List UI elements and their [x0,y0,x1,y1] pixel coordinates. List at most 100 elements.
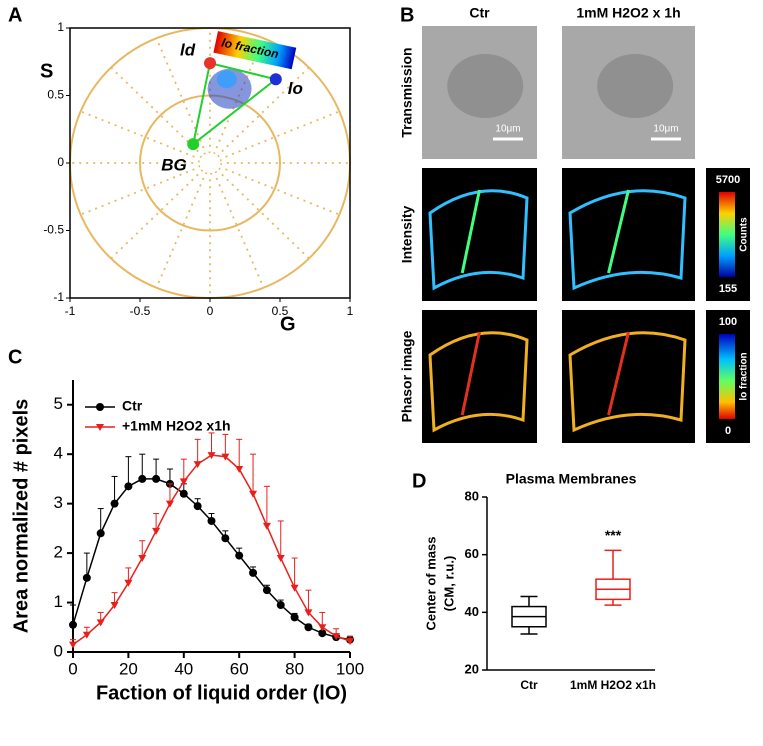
panel-label: B [400,4,414,26]
y-tick-label: 0 [57,155,64,169]
micrograph [562,310,695,443]
marker [165,500,174,508]
point-label: lo [288,79,303,98]
marker [221,534,230,543]
marker [318,629,327,638]
row-label: Intensity [399,206,415,264]
y-axis-label: (CM, r.u.) [441,556,456,612]
marker [193,461,202,469]
marker [318,624,327,632]
column-label: 1mM H2O2 x 1h [576,5,680,21]
colorbar-label: lo fraction [739,352,750,400]
x-tick-label: 0 [68,659,77,678]
marker [249,490,258,498]
x-tick-label: 0.5 [272,304,289,318]
colorbar [719,192,735,277]
radial-line [155,177,205,289]
y-tick-label: 40 [465,604,479,619]
radial-line [80,168,195,216]
x-axis-label: Faction of liquid order (lO) [96,682,347,704]
marker [262,586,271,595]
marker [179,489,188,498]
x-tick-label: -1 [65,304,76,318]
colorbar-max: 100 [719,316,737,328]
marker [249,568,258,577]
marker [124,482,133,491]
marker [69,641,77,649]
phasor-point [269,73,282,86]
radial-line [215,177,265,289]
marker [152,527,161,535]
phasor-segment [192,62,211,145]
marker [124,579,133,587]
y-tick-label: 80 [465,488,479,503]
marker [332,633,341,641]
marker [290,613,299,622]
legend-label: +1mM H2O2 x1h [122,418,231,434]
y-tick-label: 60 [465,546,479,561]
scale-bar-label: 10μm [495,124,520,135]
membrane [607,331,630,416]
x-tick-label: Ctr [520,678,538,692]
marker [82,573,91,582]
marker [207,516,216,525]
radial-line [110,66,199,153]
membrane [428,331,529,433]
marker [304,609,313,617]
x-tick-label: 40 [174,659,193,678]
legend-marker [96,403,104,411]
marker [193,502,202,511]
marker [276,601,285,610]
x-tick-label: 20 [119,659,138,678]
x-tick-label: 1mM H2O2 x1h [570,678,656,692]
column-label: Ctr [469,5,490,21]
radial-line [225,168,340,216]
membrane [460,189,481,274]
marker [110,602,119,610]
marker [304,623,313,632]
phasor-point [187,138,200,151]
colorbar-min: 155 [719,283,737,295]
point-label: ld [180,41,196,60]
phasor-segment [192,78,277,145]
marker [110,499,119,508]
fraction-bar [213,31,297,70]
membrane [460,331,481,416]
y-tick-label: 5 [54,394,63,413]
row-label: Phasor image [399,330,415,422]
marker [152,474,161,483]
row-label: Transmission [399,47,415,137]
marker [235,551,244,560]
colorbar-label: Counts [739,217,750,252]
marker [138,555,147,563]
radial-line [221,173,310,260]
radial-line [110,173,199,260]
marker [96,529,105,538]
pixel-cloud-core [216,70,237,89]
x-tick-label: 100 [336,659,364,678]
radial-line [80,110,195,158]
membrane [607,189,630,274]
x-tick-label: 1 [347,304,354,318]
cell-shadow [597,54,674,118]
legend-marker [96,424,104,431]
y-axis-label: Center of mass [423,537,438,631]
legend-label: Ctr [122,398,143,414]
x-tick-label: 0 [207,304,214,318]
radial-line [155,37,205,149]
y-tick-label: 1 [54,592,63,611]
center-circle [198,151,222,175]
y-tick-label: 2 [54,543,63,562]
point-label: BG [161,156,187,175]
colorbar [719,334,735,419]
marker [290,584,299,592]
x-axis-label: G [280,313,296,335]
micrograph [422,168,537,301]
phasor-segment [209,62,277,81]
y-tick-label: 4 [54,444,63,463]
y-tick-label: 3 [54,493,63,512]
marker [179,478,188,486]
y-tick-label: 1 [57,20,64,34]
phasor-point [204,57,216,70]
